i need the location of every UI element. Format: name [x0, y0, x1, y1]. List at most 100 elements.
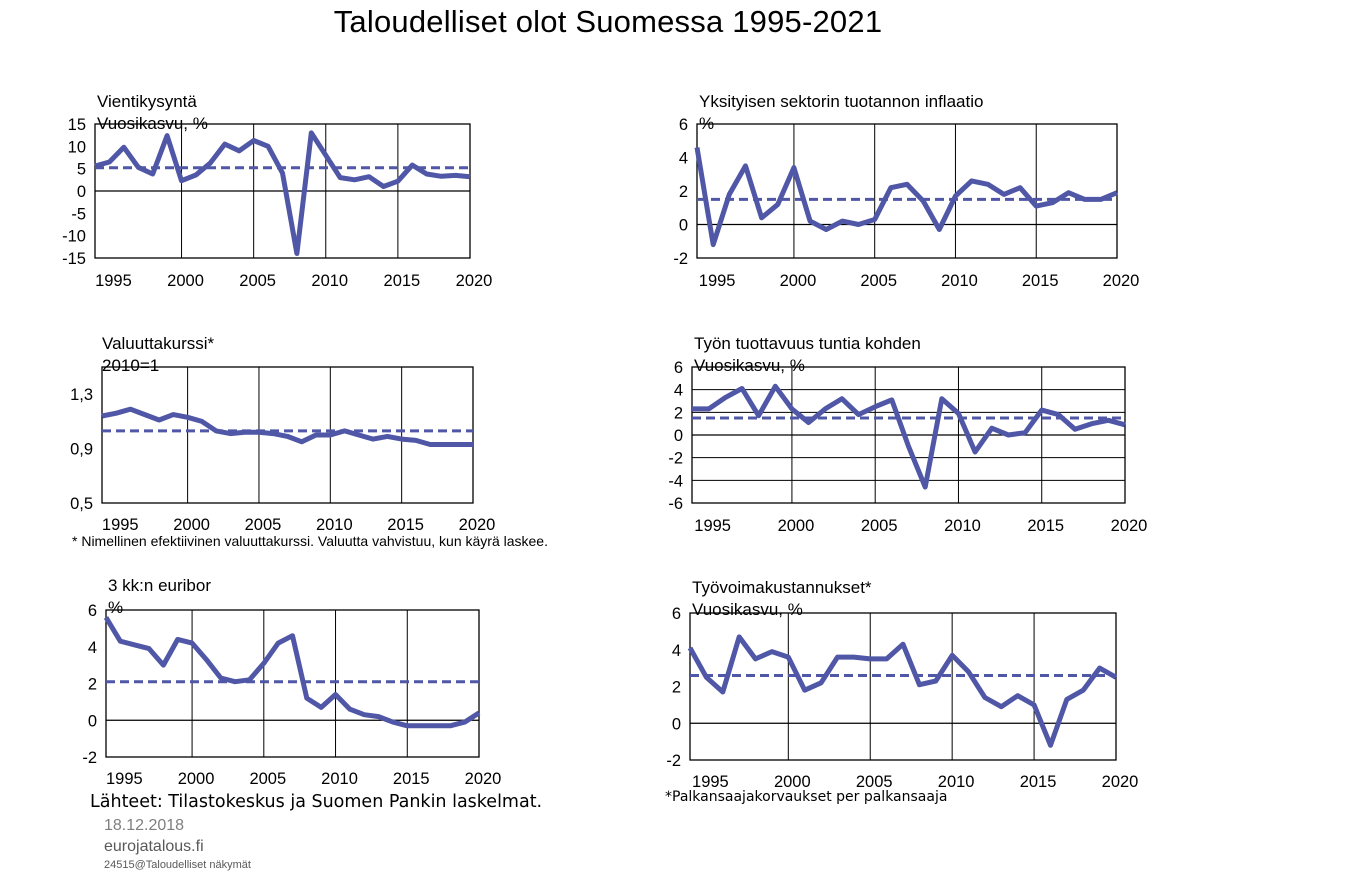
x-tick-label: 2000: [173, 516, 210, 534]
series-line: [103, 616, 481, 729]
y-tick-label: 6: [679, 116, 688, 134]
panel-unit-valuuttakurssi: 2010=1: [102, 356, 159, 375]
chart-euribor: 3 kk:n euribor% 6 4 2 0 -2 1995 2000 2005 2010 201…: [82, 576, 502, 788]
date-text: 18.12.2018: [104, 817, 185, 834]
x-tick-label: 2020: [1111, 517, 1148, 535]
panel-unit-euribor: %: [108, 598, 123, 617]
y-tick-label: -4: [668, 472, 683, 490]
y-tick-label: 4: [672, 642, 681, 660]
x-tick-label: 1995: [692, 773, 729, 791]
plot-frame: [691, 366, 1126, 504]
chart-valuuttakurssi: Valuuttakurssi* 2010=1 1,3 0,9 0,5 1995 2000 20…: [70, 334, 496, 534]
x-tick-label: 2010: [321, 770, 358, 788]
x-tick-label: 2000: [780, 272, 817, 290]
x-tick-label: 2015: [1022, 272, 1059, 290]
panel-title-tuotannon-inflaatio: Yksityisen sektorin tuotannon inflaatio: [699, 92, 983, 111]
y-tick-label: -5: [71, 205, 86, 223]
plot-frame: [94, 123, 471, 259]
reference-text: 24515@Taloudelliset näkymät: [104, 859, 251, 871]
y-tick-label: 2: [88, 676, 97, 694]
panel-title-tyovoimakustannukset: Työvoimakustannukset*: [692, 578, 872, 597]
y-tick-label: 1,3: [70, 386, 93, 404]
y-tick-label: -6: [668, 495, 683, 513]
y-tick-label: 0: [672, 715, 681, 733]
y-tick-label: 0: [679, 217, 688, 235]
x-tick-label: 1995: [699, 272, 736, 290]
x-tick-label: 2015: [393, 770, 430, 788]
plot-frame: [105, 609, 480, 758]
series-line: [94, 130, 471, 256]
x-tick-label: 2010: [311, 272, 348, 290]
y-tick-label: 2: [674, 404, 683, 422]
y-tick-label: 5: [77, 161, 86, 179]
y-tick-label: 6: [674, 359, 683, 377]
plot-frame: [101, 366, 474, 504]
x-tick-label: 2015: [1020, 773, 1057, 791]
sources-text: Lähteet: Tilastokeskus ja Suomen Pankin …: [90, 792, 543, 812]
y-tick-label: -15: [62, 250, 86, 268]
footnote-tyovoimakustannukset: *Palkansaajakorvaukset per palkansaaja: [665, 789, 948, 805]
x-tick-label: 2020: [1103, 272, 1140, 290]
y-tick-label: 4: [679, 150, 688, 168]
y-tick-label: 0: [88, 712, 97, 730]
y-tick-label: 15: [68, 116, 86, 134]
y-tick-label: -2: [82, 749, 97, 767]
x-tick-label: 2005: [249, 770, 286, 788]
y-tick-label: 6: [88, 602, 97, 620]
chart-tyovoimakustannukset: Työvoimakustannukset* Vuosikasvu, % 6 4 2 0 -2…: [666, 578, 1139, 791]
y-tick-label: 0: [77, 183, 86, 201]
x-tick-label: 2000: [167, 272, 204, 290]
x-tick-label: 2000: [774, 773, 811, 791]
x-tick-label: 2010: [944, 517, 981, 535]
series-line: [687, 634, 1118, 748]
y-tick-label: 4: [674, 382, 683, 400]
panel-title-valuuttakurssi: Valuuttakurssi*: [102, 334, 215, 353]
y-tick-label: -10: [62, 228, 86, 246]
y-tick-label: 0: [674, 427, 683, 445]
x-tick-label: 1995: [95, 272, 132, 290]
x-tick-label: 2000: [178, 770, 215, 788]
y-tick-label: -2: [668, 450, 683, 468]
series-line: [694, 147, 1118, 248]
plot-frame: [689, 612, 1117, 761]
x-tick-label: 2020: [1102, 773, 1139, 791]
x-tick-label: 2010: [316, 516, 353, 534]
x-tick-label: 2005: [245, 516, 282, 534]
x-tick-label: 2010: [938, 773, 975, 791]
x-tick-label: 2005: [861, 517, 898, 535]
panel-title-tyon-tuottavuus: Työn tuottavuus tuntia kohden: [694, 334, 921, 353]
plot-frame: [696, 123, 1118, 259]
x-tick-label: 2015: [387, 516, 424, 534]
x-tick-label: 2005: [860, 272, 897, 290]
x-tick-label: 1995: [106, 770, 143, 788]
x-tick-label: 2005: [239, 272, 276, 290]
y-tick-label: -2: [673, 250, 688, 268]
panel-unit-tyon-tuottavuus: Vuosikasvu, %: [694, 356, 805, 375]
main-title: Taloudelliset olot Suomessa 1995-2021: [333, 4, 883, 39]
panel-unit-tyovoimakustannukset: Vuosikasvu, %: [692, 600, 803, 619]
y-tick-label: 4: [88, 639, 97, 657]
series-line: [101, 406, 473, 447]
series-line: [692, 383, 1126, 490]
panel-title-euribor: 3 kk:n euribor: [108, 576, 211, 595]
y-tick-label: 10: [68, 138, 86, 156]
y-tick-label: 6: [672, 605, 681, 623]
x-tick-label: 2020: [456, 272, 493, 290]
chart-tuotannon-inflaatio: Yksityisen sektorin tuotannon inflaatio%…: [673, 92, 1140, 290]
x-tick-label: 1995: [102, 516, 139, 534]
site-text: eurojatalous.fi: [104, 838, 204, 855]
y-tick-label: 2: [679, 183, 688, 201]
y-tick-label: 0,5: [70, 495, 93, 513]
y-tick-label: 2: [672, 679, 681, 697]
chart-tyon-tuottavuus: Työn tuottavuus tuntia kohden Vuosikasvu,…: [668, 334, 1148, 535]
x-tick-label: 2020: [465, 770, 502, 788]
x-tick-label: 2000: [778, 517, 815, 535]
x-tick-label: 2015: [1027, 517, 1064, 535]
footnote-valuuttakurssi: * Nimellinen efektiivinen valuuttakurssi…: [72, 533, 548, 549]
x-tick-label: 1995: [694, 517, 731, 535]
x-tick-label: 2020: [459, 516, 496, 534]
y-tick-label: -2: [666, 752, 681, 770]
x-tick-label: 2010: [941, 272, 978, 290]
